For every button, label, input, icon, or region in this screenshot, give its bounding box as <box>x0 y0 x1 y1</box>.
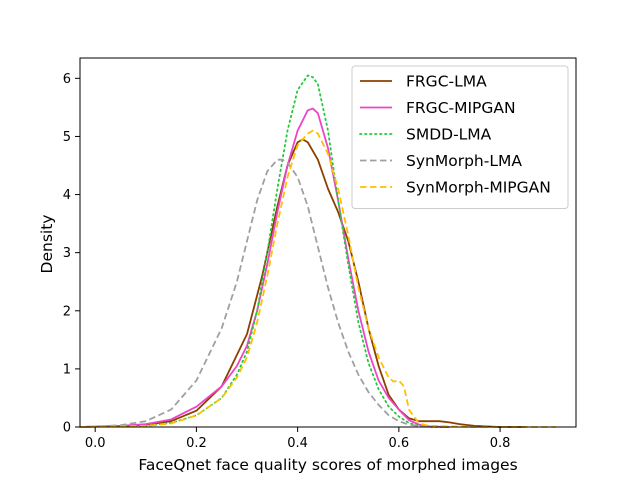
series-line-synmorph-mipgan <box>79 129 556 428</box>
series-line-smdd-lma <box>79 74 451 428</box>
x-tick-label: 0.6 <box>389 436 410 451</box>
legend-label-frgc-lma: FRGC-LMA <box>406 73 487 91</box>
y-tick-label: 6 <box>63 72 71 87</box>
x-tick-label: 0.4 <box>287 436 308 451</box>
x-tick-label: 0.8 <box>490 436 511 451</box>
x-tick-label: 0.2 <box>186 436 207 451</box>
y-axis-title: Density <box>38 215 56 274</box>
y-tick-label: 1 <box>63 362 71 377</box>
y-tick-label: 4 <box>63 188 71 203</box>
plot-area-frame <box>79 57 577 428</box>
y-tick-label: 0 <box>63 421 71 436</box>
legend-label-smdd-lma: SMDD-LMA <box>406 126 492 144</box>
legend-label-synmorph-mipgan: SynMorph-MIPGAN <box>406 179 551 197</box>
series-layer <box>79 74 556 428</box>
series-line-synmorph-lma <box>79 158 450 428</box>
y-tick-label: 3 <box>63 246 71 261</box>
legend-label-frgc-mipgan: FRGC-MIPGAN <box>406 99 516 117</box>
y-axis-ticks: 0 1 2 3 4 5 6 <box>63 72 80 436</box>
legend-label-synmorph-lma: SynMorph-LMA <box>406 152 522 170</box>
series-line-frgc-mipgan <box>79 107 450 428</box>
x-axis-ticks: 0.0 0.2 0.4 0.6 0.8 <box>85 427 511 451</box>
legend-frame <box>351 65 569 209</box>
y-tick-label: 2 <box>63 304 71 319</box>
x-tick-label: 0.0 <box>85 436 106 451</box>
legend: FRGC-LMA FRGC-MIPGAN SMDD-LMA SynMorph-LMA S… <box>351 65 569 209</box>
x-axis-title: FaceQnet face quality scores of morphed … <box>138 456 517 474</box>
y-tick-label: 5 <box>63 130 71 145</box>
